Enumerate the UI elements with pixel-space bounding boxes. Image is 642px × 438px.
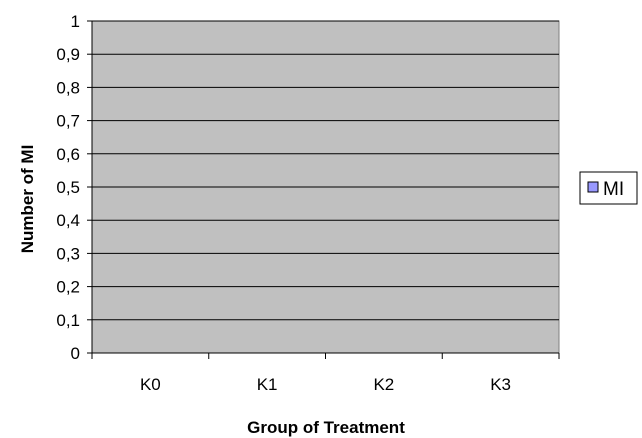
x-axis-title: Group of Treatment [247, 418, 405, 437]
y-tick-label: 0,3 [56, 244, 80, 263]
y-axis-title: Number of MI [18, 145, 37, 254]
y-axis-ticks: 0 0,1 0,2 0,3 0,4 0,5 0,6 0,7 0,8 0,9 1 [56, 12, 92, 363]
x-tick-label: K1 [257, 375, 278, 394]
y-tick-label: 0,4 [56, 211, 80, 230]
x-tick-label: K0 [140, 375, 161, 394]
x-axis-ticks: K0 K1 K2 K3 [91, 353, 560, 394]
y-tick-label: 0,5 [56, 178, 80, 197]
x-tick-label: K3 [490, 375, 511, 394]
x-tick-label: K2 [373, 375, 394, 394]
y-tick-label: 0,2 [56, 278, 80, 297]
y-tick-label: 0,1 [56, 311, 80, 330]
y-tick-label: 0,6 [56, 145, 80, 164]
legend-swatch-mi [587, 181, 599, 193]
gridlines [92, 20, 559, 321]
y-tick-label: 1 [71, 12, 80, 31]
y-tick-label: 0,9 [56, 45, 80, 64]
legend: MI [579, 171, 638, 205]
y-tick-label: 0,8 [56, 78, 80, 97]
y-tick-label: 0 [71, 344, 80, 363]
legend-label-mi: MI [603, 179, 624, 200]
y-tick-label: 0,7 [56, 112, 80, 131]
